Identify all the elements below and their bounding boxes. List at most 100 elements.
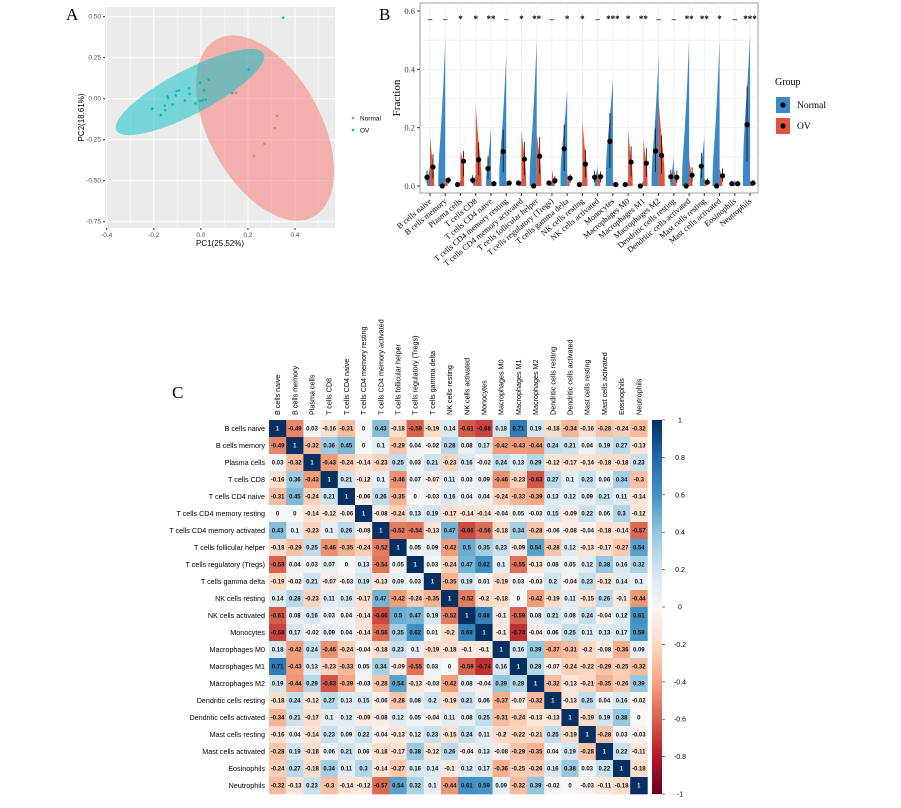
heatmap-value: -0.43 [305,478,319,484]
heatmap-cell [544,709,562,727]
heatmap-value: -0.18 [494,597,508,603]
heatmap-value: -0.32 [546,682,560,688]
heatmap-value: -0.08 [563,529,577,535]
heatmap-value: 0.11 [341,767,353,773]
heatmap-cell [561,522,579,540]
heatmap-value: 0.06 [547,631,559,637]
heatmap-value: -0.68 [271,631,285,637]
heatmap-value: 0.03 [323,614,335,620]
heatmap-value: -0.17 [391,750,405,756]
heatmap-cell [527,437,545,455]
heatmap-value: -0.23 [305,597,319,603]
heatmap-value: -0.02 [305,631,319,637]
median-point-ov [613,181,619,188]
scatter-point-ov [163,108,167,112]
heatmap-cell [475,760,493,778]
heatmap-value: 0.04 [409,444,421,450]
heatmap-cell [320,556,339,574]
heatmap-cell [406,488,425,506]
heatmap-cell [527,777,545,795]
heatmap-value: -0.18 [443,648,457,654]
heatmap-value: -0.14 [632,495,646,501]
heatmap-value: -0.37 [494,699,508,705]
heatmap-cell [269,437,287,455]
heatmap-cell [269,454,287,472]
heatmap-value: 0.27 [616,444,628,450]
heatmap-cell [544,573,562,591]
heatmap-value: -0.12 [357,478,371,484]
heatmap-cell [509,488,528,506]
scatter-point-ov [281,16,285,19]
row-label: Plasma cells [225,458,266,467]
heatmap-value: 1 [379,529,383,535]
heatmap-cell [458,760,476,778]
heatmap-cell [337,539,356,557]
heatmap-cell [286,522,304,540]
heatmap-cell [630,539,648,557]
heatmap-value: 0.62 [409,631,421,637]
heatmap-value: -0.24 [391,512,405,518]
heatmap-value: 0.26 [599,597,611,603]
heatmap-cell [423,556,442,574]
heatmap-cell [269,505,287,523]
heatmap-value: 0.68 [478,614,490,620]
column-label: Plasma cells [308,374,317,415]
heatmap-cell [389,471,407,489]
median-point-normal [683,183,689,189]
heatmap-cell [492,471,511,489]
heatmap-value: 0.13 [478,750,490,756]
heatmap-value: 0.19 [461,580,473,586]
heatmap-value: -0.49 [288,427,302,433]
heatmap-value: 0.14 [427,767,439,773]
heatmap-cell [527,658,545,676]
heatmap-cell [337,454,356,472]
violin-ov [689,156,693,186]
heatmap-cell [544,556,562,574]
heatmap-value: 1 [586,733,590,739]
heatmap-value: -0.08 [374,716,388,722]
heatmap-value: 0.01 [427,631,439,637]
heatmap-value: -0.14 [374,767,388,773]
heatmap-cell [458,692,476,710]
heatmap-cell [595,760,614,778]
heatmap-cell [372,488,390,506]
heatmap-value: -0.06 [357,495,371,501]
heatmap-cell [286,624,304,642]
heatmap-cell [303,522,321,540]
heatmap-value: -0.29 [391,444,405,450]
heatmap-cell [561,709,579,727]
heatmap-value: 0.21 [289,716,301,722]
legend-label: OV [797,122,811,132]
heatmap-cell [303,777,321,795]
heatmap-cell [561,624,579,642]
heatmap-cell [578,743,597,761]
heatmap-cell [578,522,597,540]
heatmap-cell [441,709,459,727]
heatmap-cell [423,760,442,778]
heatmap-cell [389,488,407,506]
heatmap-cell [286,777,304,795]
heatmap-cell [389,556,407,574]
heatmap-value: -0.02 [477,461,491,467]
heatmap-value: -0.18 [271,699,285,705]
heatmap-value: -0.08 [374,512,388,518]
heatmap-cell [423,641,442,659]
heatmap-cell [544,675,562,693]
heatmap-cell [372,624,390,642]
heatmap-value: 0.19 [272,682,284,688]
heatmap-value: 0.19 [427,512,439,518]
heatmap-cell [475,658,493,676]
heatmap-value: -0.14 [580,461,594,467]
heatmap-cell [372,505,390,523]
heatmap-cell [544,658,562,676]
column-label: Dendritic cells activated [566,339,575,415]
heatmap-value: -0.03 [529,512,543,518]
heatmap-cell [544,471,562,489]
heatmap-value: -0.27 [615,546,629,552]
heatmap-cell [406,760,425,778]
median-point-ov [735,181,741,187]
legend-label: Normal [797,101,826,111]
heatmap-cell [269,692,287,710]
heatmap-cell [337,658,356,676]
heatmap-value: 0.08 [564,614,576,620]
